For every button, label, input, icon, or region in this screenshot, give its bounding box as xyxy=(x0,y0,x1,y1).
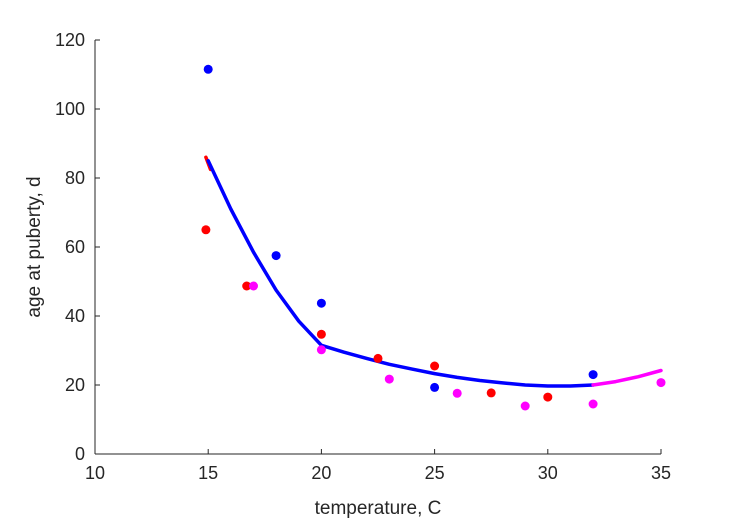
data-point-series-1-0 xyxy=(201,225,211,235)
x-axis-label: temperature, C xyxy=(315,498,442,519)
ticks: 10 15 20 25 30 35 0 20 40 60 80 100 120 xyxy=(55,30,671,483)
fit-curve-1 xyxy=(206,159,595,388)
y-tick-label: 40 xyxy=(65,306,85,326)
data-point-series-1-2 xyxy=(316,329,326,339)
data-point-series-1-1 xyxy=(242,281,252,291)
data-point-series-2-6 xyxy=(656,378,666,388)
data-point-series-2-4 xyxy=(520,401,530,411)
data-point-series-1-3 xyxy=(373,353,383,363)
x-tick-label: 25 xyxy=(425,463,445,483)
x-tick-label: 15 xyxy=(198,463,218,483)
x-tick-label: 35 xyxy=(651,463,671,483)
y-tick-label: 100 xyxy=(55,99,85,119)
data-point-series-2-0 xyxy=(249,281,258,291)
data-point-series-0-4 xyxy=(588,370,598,380)
data-point-series-0-3 xyxy=(430,382,440,392)
data-point-series-1-5 xyxy=(486,388,496,398)
fit-curve-2 xyxy=(591,368,663,387)
x-tick-label: 20 xyxy=(311,463,331,483)
x-tick-label: 30 xyxy=(538,463,558,483)
y-tick-label: 20 xyxy=(65,375,85,395)
data-points xyxy=(201,64,666,411)
data-point-series-0-2 xyxy=(316,298,326,308)
y-axis-label: age at puberty, d xyxy=(24,176,45,317)
fit-curves xyxy=(204,155,663,388)
data-point-series-0-0 xyxy=(203,64,213,74)
x-tick-label: 10 xyxy=(85,463,105,483)
data-point-series-0-1 xyxy=(271,251,281,261)
data-point-series-1-4 xyxy=(430,361,440,371)
data-point-series-2-2 xyxy=(384,374,394,384)
data-point-series-1-6 xyxy=(543,392,553,402)
y-tick-label: 120 xyxy=(55,30,85,50)
data-point-series-2-5 xyxy=(588,399,598,409)
data-point-series-2-1 xyxy=(316,345,326,355)
y-tick-label: 60 xyxy=(65,237,85,257)
y-tick-label: 80 xyxy=(65,168,85,188)
y-tick-label: 0 xyxy=(75,444,85,464)
data-point-series-2-3 xyxy=(452,388,462,398)
